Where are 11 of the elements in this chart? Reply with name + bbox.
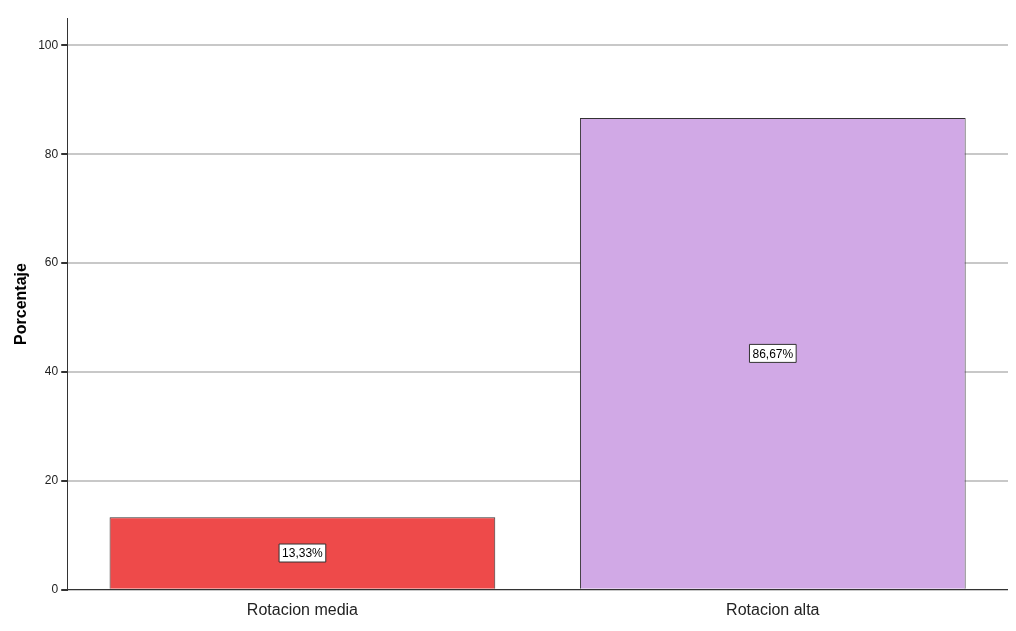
x-tick-label: Rotacion alta <box>726 600 820 618</box>
y-tick-label: 80 <box>44 146 59 161</box>
data-label: 86,67% <box>752 346 794 361</box>
data-label: 13,33% <box>282 546 324 561</box>
y-tick-label: 40 <box>44 364 59 379</box>
y-tick-label: 60 <box>44 255 59 270</box>
y-tick-label: 20 <box>44 473 59 488</box>
y-axis-title: Porcentaje <box>12 262 30 345</box>
x-tick-label: Rotacion media <box>246 600 359 618</box>
y-tick-label: 100 <box>38 37 59 52</box>
y-tick-label: 0 <box>51 582 59 597</box>
